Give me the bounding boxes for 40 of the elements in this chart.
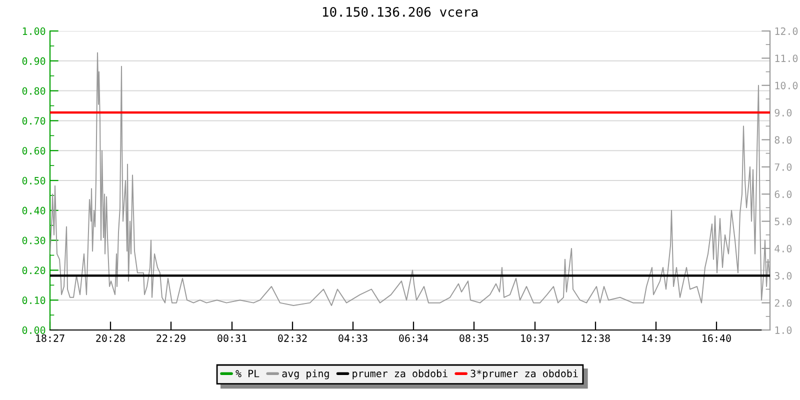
y2-tick-label: 4.0 — [774, 244, 792, 252]
chart-title: 10.150.136.206 vcera — [322, 6, 478, 17]
x-tick-label: 20:28 — [96, 334, 125, 342]
y2-tick-label: 10.0 — [775, 82, 798, 90]
x-tick-label: 18:27 — [36, 334, 64, 342]
y-tick-label: 0.50 — [22, 176, 46, 184]
legend-label: prumer za obdobi — [352, 370, 448, 380]
y-tick-label: 0.40 — [22, 206, 46, 214]
y-tick-label: 0.60 — [22, 147, 46, 155]
y2-tick-label: 3.0 — [774, 272, 792, 280]
legend-label: % PL — [236, 370, 260, 378]
y2-tick-label: 8.0 — [774, 136, 792, 144]
y-tick-label: 0.90 — [22, 57, 46, 65]
y-tick-label: 0.10 — [22, 296, 46, 304]
x-tick-label: 10:37 — [521, 334, 550, 342]
x-tick-label: 16:40 — [702, 334, 731, 342]
x-tick-label: 04:33 — [338, 334, 368, 342]
y2-tick-label: 1.0 — [775, 326, 792, 334]
legend-label: avg ping — [282, 370, 329, 380]
y2-tick-label: 7.0 — [774, 163, 792, 171]
y2-tick-label: 6.0 — [774, 190, 792, 198]
y-tick-label: 0.20 — [22, 266, 46, 274]
x-tick-label: 06:34 — [399, 334, 428, 342]
y-tick-label: 0.30 — [22, 236, 46, 244]
x-tick-label: 02:32 — [278, 334, 307, 342]
y-tick-label: 0.70 — [22, 117, 46, 125]
y-tick-label: 0.00 — [22, 326, 46, 334]
y2-tick-label: 5.0 — [774, 218, 792, 226]
y2-tick-label: 2.0 — [774, 299, 792, 307]
x-tick-label: 00:31 — [218, 334, 246, 342]
x-tick-label: 14:39 — [642, 334, 670, 342]
x-tick-label: 12:38 — [582, 334, 610, 342]
y-tick-label: 0.80 — [22, 87, 46, 95]
x-tick-label: 22:29 — [156, 334, 186, 342]
y2-tick-label: 9.0 — [774, 108, 792, 117]
y-tick-label: 1.00 — [22, 27, 46, 35]
y2-tick-label: 12.0 — [775, 27, 798, 35]
legend-label: 3*prumer za obdobi — [470, 370, 578, 380]
y2-tick-label: 11.0 — [775, 54, 798, 62]
x-tick-label: 08:35 — [460, 334, 488, 342]
